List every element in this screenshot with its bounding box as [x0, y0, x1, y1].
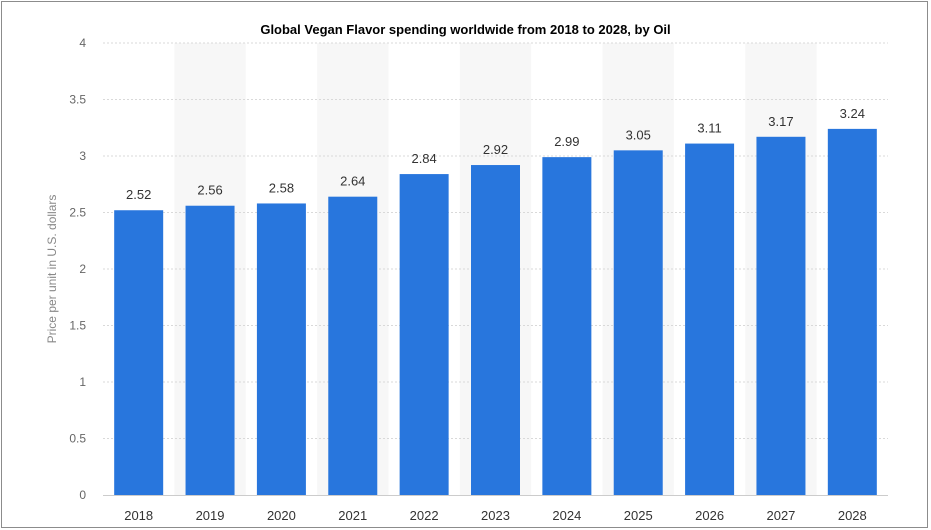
bar	[256, 203, 306, 495]
x-tick-label: 2018	[124, 508, 153, 523]
data-labels: 2.52 2.56 2.58 2.64 2.84 2.92 2.99 3.05 3.11 3.17…	[126, 106, 865, 202]
data-label: 2.64	[340, 174, 365, 189]
data-label: 2.58	[269, 180, 294, 195]
x-tick-label: 2019	[196, 508, 225, 523]
data-label: 3.11	[697, 121, 721, 136]
y-tick-label: 3.5	[69, 93, 86, 107]
data-label: 3.17	[768, 114, 793, 129]
y-tick-label: 2	[79, 262, 86, 276]
x-tick-label: 2025	[624, 508, 653, 523]
data-label: 3.24	[840, 106, 865, 121]
y-tick-label: 0.5	[69, 432, 86, 446]
x-tick-label: 2020	[267, 508, 296, 523]
x-tick-label: 2021	[338, 508, 367, 523]
data-label: 2.99	[554, 134, 579, 149]
y-tick-label: 2.5	[69, 206, 86, 220]
y-tick-label: 3	[79, 149, 86, 163]
bar	[685, 143, 735, 495]
bar	[328, 196, 378, 495]
x-tick-label: 2023	[481, 508, 510, 523]
bar	[756, 136, 806, 496]
x-tick-label: 2022	[410, 508, 439, 523]
bar	[399, 174, 449, 495]
chart-title: Global Vegan Flavor spending worldwide f…	[260, 22, 671, 37]
data-label: 2.92	[483, 142, 508, 157]
y-tick-label: 1	[79, 375, 86, 389]
bar	[613, 150, 663, 495]
bar	[471, 165, 520, 496]
x-axis-ticks: 2018 2019 2020 2021 2022 2023 2024 2025 2026 2027…	[124, 508, 867, 523]
y-axis-ticks: 0 0.5 1 1.5 2 2.5 3 3.5 4	[69, 36, 86, 502]
bar	[827, 128, 877, 495]
y-axis-title: Price per unit in U.S. dollars	[45, 195, 59, 344]
data-label: 2.52	[126, 187, 151, 202]
x-tick-label: 2026	[695, 508, 724, 523]
y-tick-label: 1.5	[69, 319, 86, 333]
bar	[185, 205, 235, 495]
bars	[114, 128, 877, 496]
x-tick-label: 2028	[838, 508, 867, 523]
x-tick-label: 2024	[552, 508, 581, 523]
data-label: 3.05	[626, 127, 651, 142]
y-tick-label: 0	[79, 488, 86, 502]
bar	[542, 157, 592, 495]
data-label: 2.56	[197, 183, 222, 198]
y-tick-label: 4	[79, 36, 86, 50]
data-label: 2.84	[411, 151, 436, 166]
bar	[114, 210, 164, 496]
x-tick-label: 2027	[766, 508, 795, 523]
